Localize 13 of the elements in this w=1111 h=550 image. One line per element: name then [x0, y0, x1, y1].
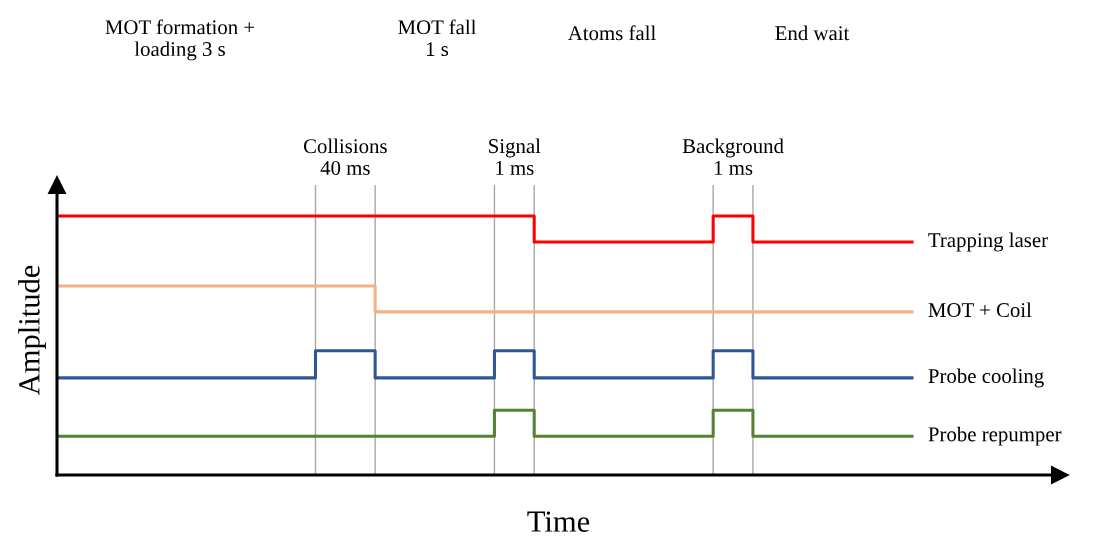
series-label: MOT + Coil — [928, 302, 1032, 318]
series-label: Probe cooling — [928, 368, 1044, 388]
text: Background 1 ms — [682, 138, 784, 175]
text: Atoms fall — [567, 25, 656, 41]
x-axis-title: Time — [527, 511, 590, 532]
text: MOT fall 1 s — [398, 19, 477, 57]
y-axis-title: Amplitude — [18, 265, 46, 396]
text: End wait — [775, 25, 850, 41]
text: Collisions 40 ms — [303, 138, 387, 175]
series-label: Probe repumper — [928, 426, 1062, 446]
series-label: Trapping laser — [928, 232, 1048, 252]
text: MOT formation + loading 3 s — [105, 19, 255, 61]
text: Signal 1 ms — [489, 138, 541, 175]
